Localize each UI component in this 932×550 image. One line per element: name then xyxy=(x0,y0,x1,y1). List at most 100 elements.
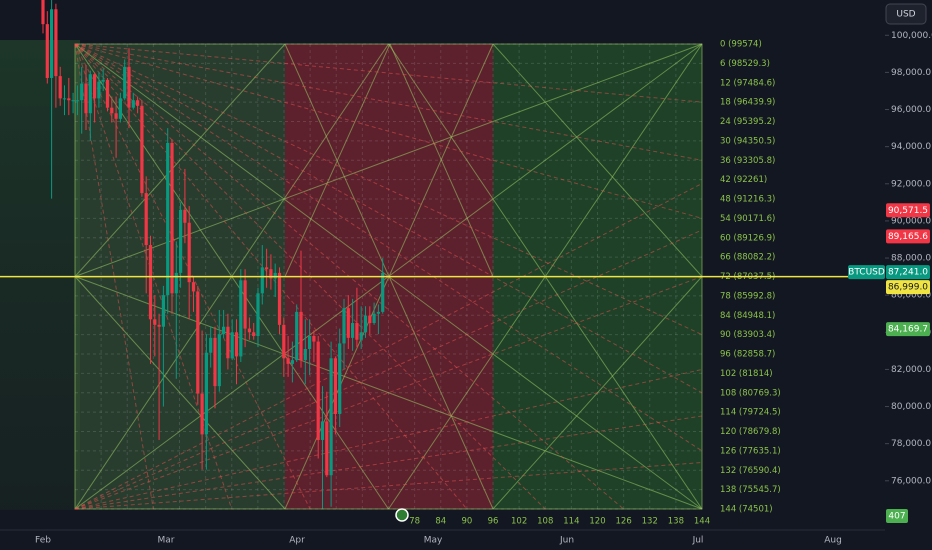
gann-price-label: 138 (75545.7) xyxy=(720,485,781,495)
gann-price-label: 120 (78679.8) xyxy=(720,427,781,437)
candle-body xyxy=(269,269,273,279)
candle-body xyxy=(62,98,67,100)
gann-fan xyxy=(74,183,703,510)
candle-body xyxy=(127,66,131,108)
gann-time-label: 102 xyxy=(511,517,527,527)
y-tick-label: 94,000.0 xyxy=(891,142,931,152)
gann-fan xyxy=(284,43,391,277)
candle-body xyxy=(273,272,277,279)
gann-time-label: 84 xyxy=(435,517,446,527)
candle-body xyxy=(260,267,264,294)
candle-body xyxy=(308,336,312,350)
price-badge xyxy=(886,229,930,244)
gann-fan xyxy=(74,43,703,219)
candle-body xyxy=(359,332,363,340)
candle-body xyxy=(342,308,346,344)
gann-price-label: 78 (85992.8) xyxy=(720,291,775,301)
candle-body xyxy=(140,105,144,194)
gann-price-label: 12 (97484.6) xyxy=(720,78,775,88)
gann-price-label: 24 (95395.2) xyxy=(720,117,775,127)
candle-body xyxy=(136,100,140,106)
candle-body xyxy=(265,267,269,270)
plot-background xyxy=(0,0,885,530)
gann-time-label: 126 xyxy=(616,517,632,527)
y-tick-label: 90,000.0 xyxy=(891,216,931,226)
candle-body xyxy=(252,332,256,337)
gann-fan xyxy=(74,415,703,510)
candle-body xyxy=(295,311,299,361)
candle-body xyxy=(381,272,385,312)
candle-body xyxy=(320,421,325,440)
candle-body xyxy=(217,334,221,387)
candle-body xyxy=(41,0,45,25)
y-tick-label: 86,000.0 xyxy=(891,291,931,301)
y-tick-label: 98,000.0 xyxy=(891,68,931,78)
price-badge xyxy=(886,322,930,337)
candle-body xyxy=(286,358,290,364)
candle-body xyxy=(118,98,122,119)
volume-badge xyxy=(886,509,908,523)
candle-body xyxy=(123,66,127,99)
y-tick-label: 82,000.0 xyxy=(891,365,931,375)
gann-price-label: 114 (79724.5) xyxy=(720,408,781,418)
candle-body xyxy=(243,280,247,329)
gann-time-label: 108 xyxy=(537,517,553,527)
symbol-badge xyxy=(848,265,885,280)
symbol-badge-label: BTCUSD xyxy=(848,268,885,278)
candle-body xyxy=(368,315,372,324)
candle-body xyxy=(230,332,234,359)
gann-price-label: 30 (94350.5) xyxy=(720,136,775,146)
candle-body xyxy=(179,209,183,273)
y-tick-label: 80,000.0 xyxy=(891,402,931,412)
gann-price-label: 84 (84948.1) xyxy=(720,311,775,321)
candle-body xyxy=(204,352,208,435)
currency-button[interactable] xyxy=(885,3,927,25)
candle-body xyxy=(299,311,303,361)
gann-price-label: 36 (93305.8) xyxy=(720,156,775,166)
candle-body xyxy=(80,83,84,101)
gann-time-label: 138 xyxy=(668,517,684,527)
price-badge xyxy=(886,265,930,280)
gann-price-label: 108 (80769.3) xyxy=(720,388,781,398)
candle-body xyxy=(153,319,157,325)
candle-body xyxy=(50,9,54,78)
gann-time-label: 90 xyxy=(461,517,472,527)
price-badge-label: 87,241.0 xyxy=(888,268,928,278)
candle-body xyxy=(346,308,350,338)
y-tick-label: 92,000.0 xyxy=(891,179,931,189)
candle-body xyxy=(131,100,135,108)
gann-time-label: 114 xyxy=(563,517,579,527)
gann-price-label: 60 (89126.9) xyxy=(720,233,775,243)
candle-body xyxy=(88,74,92,114)
gann-price-label: 48 (91216.3) xyxy=(720,195,775,205)
currency-label[interactable]: USD xyxy=(896,10,915,20)
gann-price-label: 6 (98529.3) xyxy=(720,59,770,69)
candle-body xyxy=(222,326,226,335)
candle-body xyxy=(93,74,97,99)
candle-body xyxy=(191,282,196,292)
candle-body xyxy=(333,358,337,414)
y-tick-label: 96,000.0 xyxy=(891,105,931,115)
candle-body xyxy=(110,107,114,114)
price-badge-label: 84,169.7 xyxy=(888,325,928,335)
candle-body xyxy=(282,324,286,359)
candle-body xyxy=(166,142,170,296)
candle-body xyxy=(157,324,161,327)
candle-body xyxy=(144,193,148,246)
time-axis xyxy=(0,530,885,550)
candle-body xyxy=(372,313,376,324)
gann-fan xyxy=(74,43,703,394)
candle-body xyxy=(325,421,329,476)
candle-body xyxy=(196,291,200,394)
candle-body xyxy=(105,79,110,108)
candle-body xyxy=(290,360,294,364)
gann-fan xyxy=(74,229,703,510)
x-tick-label: Mar xyxy=(158,536,175,546)
candle-body xyxy=(67,98,71,101)
candle-body xyxy=(329,358,333,476)
y-tick-label: 100,000.0 xyxy=(891,31,932,41)
gann-time-label: 78 xyxy=(409,517,420,527)
candle-body xyxy=(161,295,165,327)
gann-price-label: 54 (90171.6) xyxy=(720,214,775,224)
gann-price-label: 90 (83903.4) xyxy=(720,330,775,340)
